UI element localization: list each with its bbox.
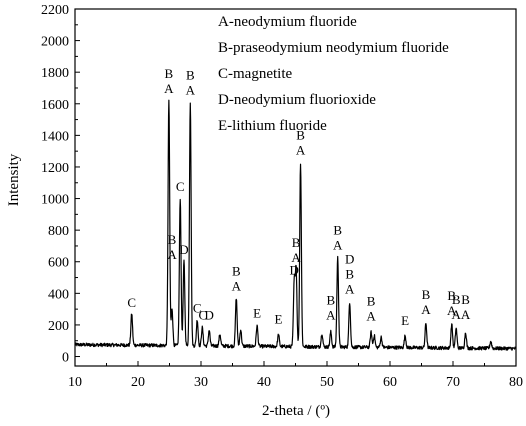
x-tick-label: 70: [446, 375, 460, 390]
peak-label: B: [367, 294, 376, 309]
axis-ticks: 10 20 30 40 50 60 70 80020040060080010001200140…: [41, 3, 523, 390]
peak-label: A: [291, 250, 301, 265]
peak-label: B: [292, 235, 301, 250]
legend-entry-b: B-praseodymium neodymium fluoride: [218, 40, 449, 56]
peak-label: D: [204, 308, 213, 323]
x-axis-label: 2-theta / (º): [262, 403, 330, 419]
peak-label: A: [186, 83, 196, 98]
peak-label: A: [447, 303, 457, 318]
y-tick-label: 1400: [41, 129, 69, 144]
legend: A-neodymium fluoride B-praseodymium neod…: [218, 14, 449, 134]
legend-entry-d: D-neodymium fluorioxide: [218, 92, 376, 108]
y-tick-label: 800: [48, 224, 69, 239]
peak-label: A: [333, 237, 343, 252]
legend-entry-a: A-neodymium fluoride: [218, 14, 357, 30]
peak-label: A: [421, 302, 431, 317]
peak-label: C: [127, 295, 136, 310]
peak-label: B: [333, 222, 342, 237]
peak-label: B: [232, 263, 241, 278]
x-tick-label: 50: [320, 375, 334, 390]
y-tick-label: 1000: [41, 193, 69, 208]
y-axis-label: Intensity: [6, 153, 22, 206]
peak-label: C: [193, 301, 202, 316]
peak-label: B: [168, 232, 177, 247]
y-tick-label: 2200: [41, 3, 69, 18]
peak-label: E: [401, 313, 409, 328]
peak-label: D: [345, 252, 354, 267]
peak-label: B: [165, 66, 174, 81]
x-tick-label: 10: [68, 375, 82, 390]
peak-label: D: [290, 263, 299, 278]
peak-label: B: [326, 293, 335, 308]
peak-label: B: [296, 128, 305, 143]
peak-label: A: [232, 278, 242, 293]
peak-label: A: [345, 282, 355, 297]
y-tick-label: 0: [62, 351, 69, 366]
peak-label: D: [179, 242, 188, 257]
y-tick-label: 400: [48, 287, 69, 302]
peak-label: E: [253, 305, 261, 320]
peak-label: C: [176, 179, 185, 194]
y-tick-label: 2000: [41, 35, 69, 50]
peak-label: A: [167, 247, 177, 262]
x-tick-label: 30: [194, 375, 208, 390]
y-tick-label: 1200: [41, 161, 69, 176]
peak-label: B: [447, 288, 456, 303]
x-tick-label: 60: [383, 375, 397, 390]
legend-entry-e: E-lithium fluoride: [218, 118, 327, 134]
peak-label: A: [461, 307, 471, 322]
y-tick-label: 200: [48, 319, 69, 334]
peak-label: A: [326, 308, 336, 323]
x-tick-label: 20: [131, 375, 145, 390]
peak-label: A: [164, 81, 174, 96]
peak-label: B: [452, 292, 461, 307]
peak-label: A: [296, 143, 306, 158]
x-tick-label: 40: [257, 375, 271, 390]
y-tick-label: 1800: [41, 66, 69, 81]
peak-label: E: [275, 312, 283, 327]
legend-entry-c: C-magnetite: [218, 66, 292, 82]
y-tick-label: 1600: [41, 98, 69, 113]
peak-label: B: [186, 68, 195, 83]
xrd-series-line: [74, 99, 517, 351]
peak-label: B: [461, 292, 470, 307]
plot-frame: [74, 8, 517, 367]
peak-label: A: [451, 307, 461, 322]
peak-label: A: [366, 309, 376, 324]
x-tick-label: 80: [509, 375, 523, 390]
peak-label: B: [422, 287, 431, 302]
peak-label: C: [199, 308, 208, 323]
peak-label: B: [345, 267, 354, 282]
y-tick-label: 600: [48, 256, 69, 271]
